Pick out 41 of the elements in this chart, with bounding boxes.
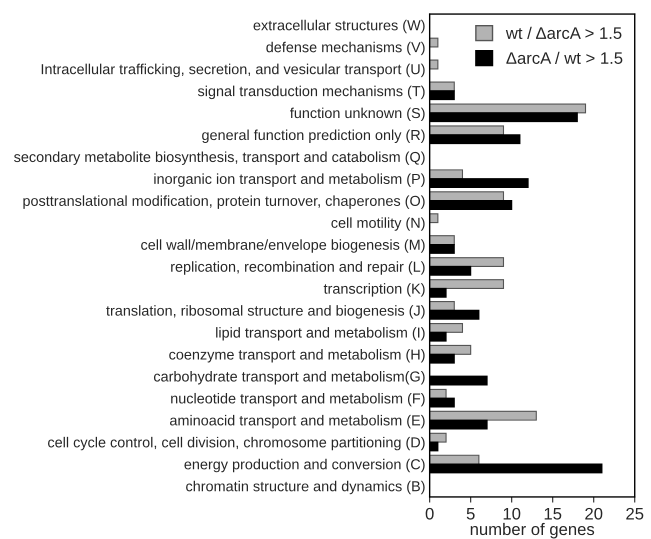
- y-tick-label: transcription (K): [324, 283, 425, 297]
- bar: [430, 410, 537, 421]
- y-tick-label: function unknown (S): [290, 108, 425, 122]
- bar: [430, 432, 447, 443]
- y-tick-label: Intracellular trafficking, secretion, and vesicular transport (U): [42, 64, 425, 78]
- x-axis-title: number of genes: [470, 522, 594, 538]
- legend-label: wt / ΔarcA > 1.5: [506, 26, 622, 40]
- y-tick-label: aminoacid transport and metabolism (E): [170, 414, 425, 428]
- x-tick-label: 20: [585, 508, 602, 520]
- y-tick-label: secondary metabolite biosynthesis, transport and catabolism (Q): [14, 151, 425, 165]
- y-tick-label: general function prediction only (R): [202, 130, 425, 143]
- y-tick-label: lipid transport and metabolism (I): [216, 327, 425, 341]
- y-tick-label: chromatin structure and dynamics (B): [186, 480, 425, 494]
- x-tick-label: 25: [626, 508, 644, 520]
- y-tick-label: coenzyme transport and metabolism (H): [169, 349, 425, 362]
- y-tick-label: nucleotide transport and metabolism (F): [171, 392, 425, 406]
- x-tick-label: 5: [466, 508, 475, 520]
- y-tick-label: cell cycle control, cell division, chromosome partitioning (D): [48, 436, 425, 450]
- bar: [430, 322, 464, 333]
- bar: [430, 38, 438, 48]
- y-tick-label: extracellular structures (W): [254, 20, 425, 34]
- x-tick-label: 10: [504, 508, 520, 520]
- y-tick-label: inorganic ion transport and metabolism (P): [154, 173, 425, 187]
- bar: [430, 213, 438, 224]
- y-tick-label: carbohydrate transport and metabolism(G): [154, 370, 425, 384]
- bar: [430, 279, 504, 289]
- bar: [430, 344, 472, 355]
- x-tick-label: 15: [544, 508, 562, 520]
- legend-label: ΔarcA / wt > 1.5: [506, 52, 622, 64]
- x-tick-label: 0: [426, 508, 434, 520]
- y-tick-label: cell wall/membrane/envelope biogenesis (M): [141, 239, 425, 253]
- bar: [430, 454, 480, 465]
- y-tick-label: translation, ribosomal structure and biogenesis (J): [106, 305, 425, 319]
- y-tick-label: energy production and conversion (C): [184, 458, 425, 472]
- bar: [430, 60, 438, 70]
- y-tick-label: posttranslational modification, protein turnover, chaperones (O): [23, 195, 425, 209]
- y-tick-label: cell motility (N): [331, 217, 425, 231]
- y-tick-label: defense mechanisms (V): [266, 42, 425, 56]
- bar: [430, 257, 504, 268]
- y-tick-label: replication, recombination and repair (L): [171, 261, 425, 275]
- y-tick-label: signal transduction mechanisms (T): [198, 86, 425, 100]
